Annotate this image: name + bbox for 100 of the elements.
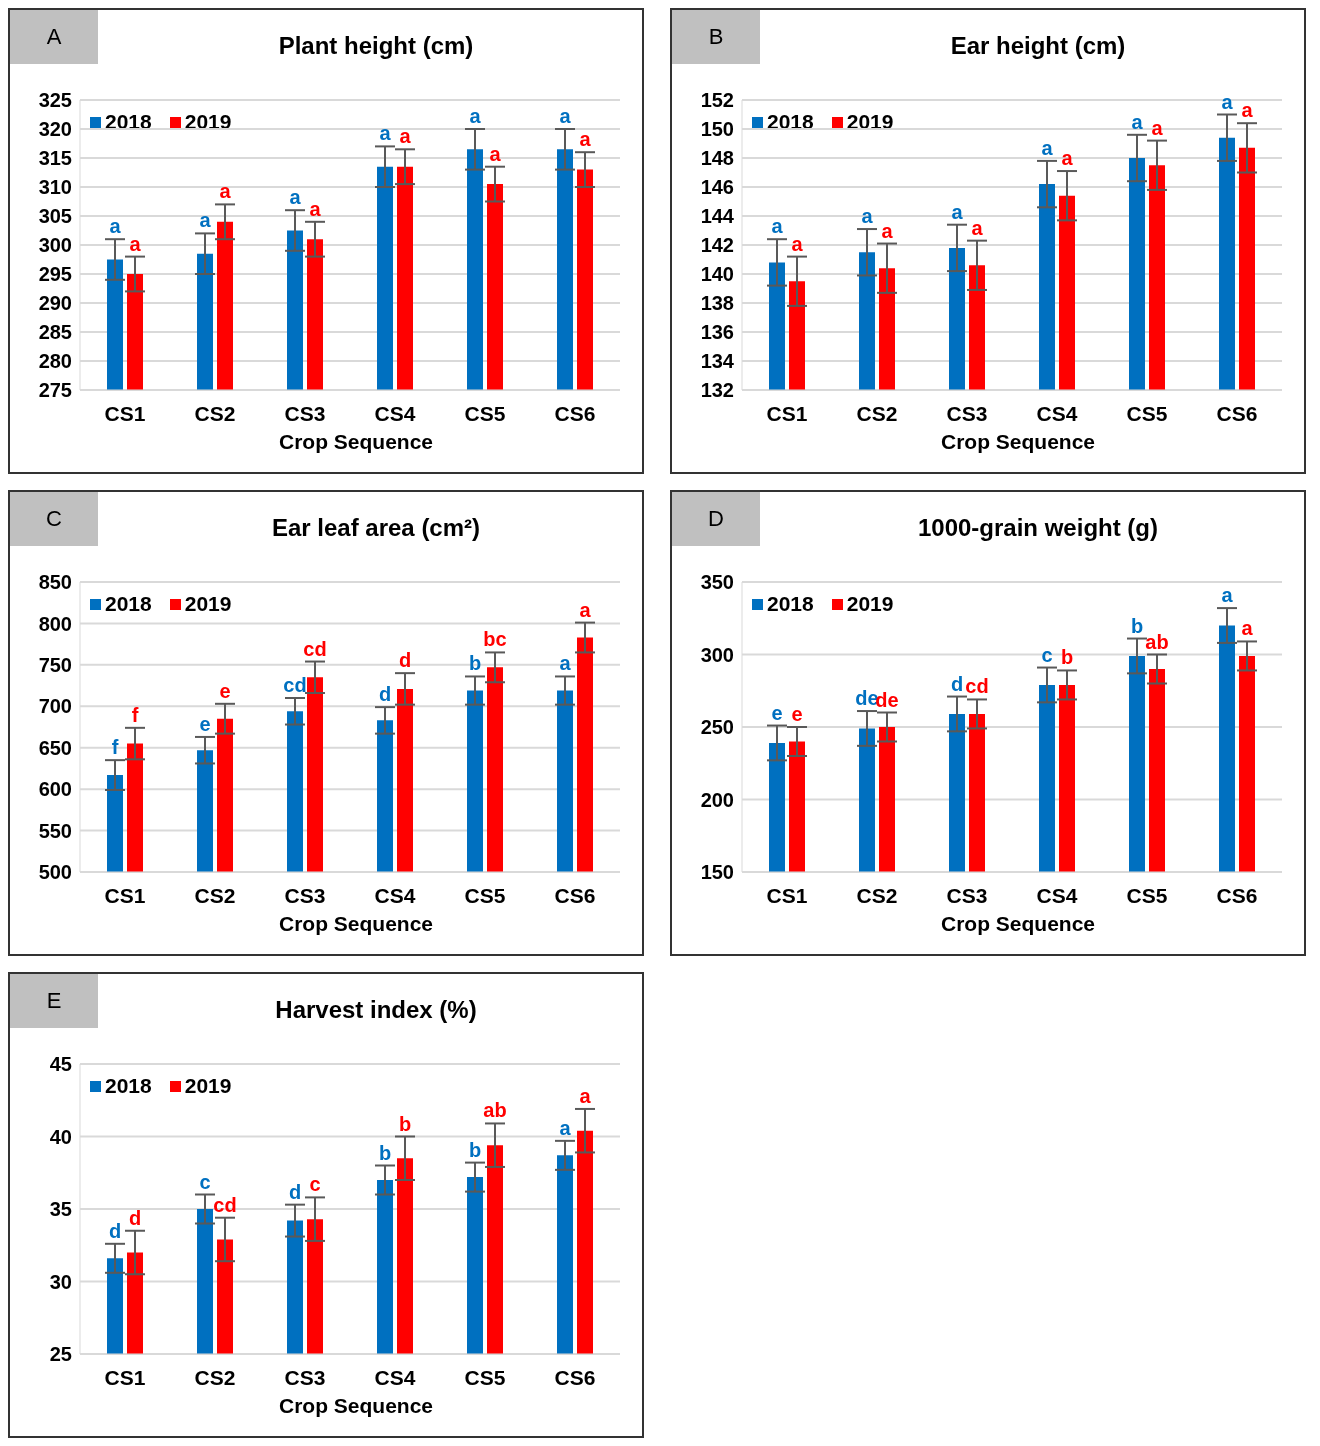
- x-tick-label: CS2: [856, 883, 898, 907]
- data-label: a: [1061, 147, 1074, 170]
- x-tick-label: CS1: [766, 883, 808, 907]
- data-label: a: [289, 186, 302, 209]
- data-label: a: [1151, 116, 1164, 139]
- data-label: ab: [1145, 630, 1169, 653]
- x-tick-label: CS4: [1036, 401, 1078, 425]
- chart-title: Ear height (cm): [949, 32, 1127, 60]
- y-tick-label: 290: [38, 292, 72, 315]
- data-label: a: [469, 105, 482, 127]
- x-tick-label: CS3: [946, 883, 988, 907]
- data-label: a: [489, 142, 502, 165]
- data-label: a: [1241, 99, 1254, 122]
- data-label: a: [379, 122, 392, 145]
- data-label: d: [950, 672, 964, 695]
- data-label: e: [791, 703, 803, 725]
- data-label: d: [288, 1180, 302, 1203]
- y-tick-label: 142: [700, 234, 734, 257]
- y-tick-label: 285: [38, 321, 72, 344]
- y-tick-label: 250: [700, 716, 734, 739]
- y-tick-label: 136: [700, 321, 734, 344]
- data-label: a: [579, 598, 592, 621]
- data-label: b: [468, 1138, 482, 1161]
- x-tick-label: CS4: [374, 401, 416, 425]
- y-tick-label: 350: [700, 571, 734, 594]
- data-label: a: [881, 219, 894, 242]
- data-label: a: [109, 215, 122, 238]
- data-label: a: [1241, 617, 1254, 640]
- data-label: a: [309, 197, 322, 220]
- y-tick-label: 132: [700, 379, 734, 402]
- text: D: [672, 492, 760, 546]
- y-tick-label: 310: [38, 176, 72, 199]
- y-tick-label: 25: [49, 1343, 72, 1366]
- data-label: ab: [483, 1099, 507, 1122]
- x-tick-label: CS6: [1216, 883, 1258, 907]
- y-tick-label: 315: [38, 147, 72, 170]
- data-label: a: [559, 105, 572, 127]
- data-label: d: [378, 683, 392, 706]
- y-tick-label: 800: [38, 612, 72, 635]
- chart-title: Plant height (cm): [277, 32, 475, 60]
- x-tick-label: CS1: [766, 401, 808, 425]
- x-axis-title: Crop Sequence: [277, 430, 434, 454]
- data-label: d: [398, 649, 412, 672]
- data-label: a: [199, 209, 212, 232]
- y-tick-label: 35: [49, 1198, 72, 1221]
- legend-label: 2019: [845, 592, 894, 616]
- data-label: a: [1041, 136, 1054, 159]
- x-tick-label: CS4: [1036, 883, 1078, 907]
- x-tick-label: CS5: [1126, 401, 1168, 425]
- y-tick-label: 134: [700, 350, 735, 373]
- data-label: e: [771, 701, 783, 724]
- data-label: a: [771, 215, 784, 238]
- data-label: a: [399, 125, 412, 148]
- y-tick-label: 850: [38, 571, 72, 594]
- data-label: c: [199, 1170, 211, 1193]
- x-tick-label: CS3: [284, 883, 326, 907]
- y-tick-label: 150: [700, 118, 734, 141]
- text: C: [10, 492, 98, 546]
- y-tick-label: 550: [38, 819, 72, 842]
- y-tick-label: 30: [49, 1270, 72, 1293]
- data-label: a: [1221, 90, 1234, 113]
- data-label: e: [219, 679, 231, 702]
- x-axis-title: Crop Sequence: [277, 912, 434, 936]
- x-tick-label: CS1: [104, 883, 146, 907]
- y-tick-label: 500: [38, 861, 72, 884]
- x-tick-label: CS5: [1126, 883, 1168, 907]
- data-label: a: [861, 205, 874, 228]
- data-label: a: [219, 180, 232, 203]
- x-tick-label: CS6: [554, 883, 596, 907]
- data-label: a: [579, 128, 592, 151]
- y-tick-label: 325: [38, 89, 72, 112]
- x-tick-label: CS2: [194, 883, 236, 907]
- legend-label: 2019: [183, 592, 232, 616]
- y-tick-label: 148: [700, 147, 734, 170]
- data-label: a: [1131, 110, 1144, 133]
- y-tick-label: 146: [700, 176, 734, 199]
- x-tick-label: CS3: [284, 1365, 326, 1389]
- text: E: [10, 974, 98, 1028]
- x-axis-title: Crop Sequence: [939, 912, 1096, 936]
- chart-title: Ear leaf area (cm²): [270, 514, 482, 542]
- x-tick-label: CS6: [554, 1365, 596, 1389]
- data-label: f: [111, 736, 119, 759]
- data-label: a: [951, 200, 964, 223]
- data-label: b: [1130, 614, 1144, 637]
- chart-title: 1000-grain weight (g): [916, 514, 1159, 542]
- x-axis-title: Crop Sequence: [277, 1394, 434, 1418]
- legend-label: 2018: [766, 592, 814, 616]
- x-tick-label: CS2: [194, 401, 236, 425]
- x-tick-label: CS4: [374, 883, 416, 907]
- y-tick-label: 144: [700, 205, 735, 228]
- y-tick-label: 650: [38, 736, 72, 759]
- data-label: c: [1041, 643, 1053, 666]
- data-label: d: [128, 1206, 142, 1229]
- x-tick-label: CS3: [946, 401, 988, 425]
- data-label: c: [309, 1173, 321, 1196]
- data-label: cd: [965, 675, 989, 698]
- data-label: cd: [303, 637, 327, 660]
- x-tick-label: CS2: [856, 401, 898, 425]
- data-label: bc: [483, 628, 507, 651]
- text: A: [10, 10, 98, 64]
